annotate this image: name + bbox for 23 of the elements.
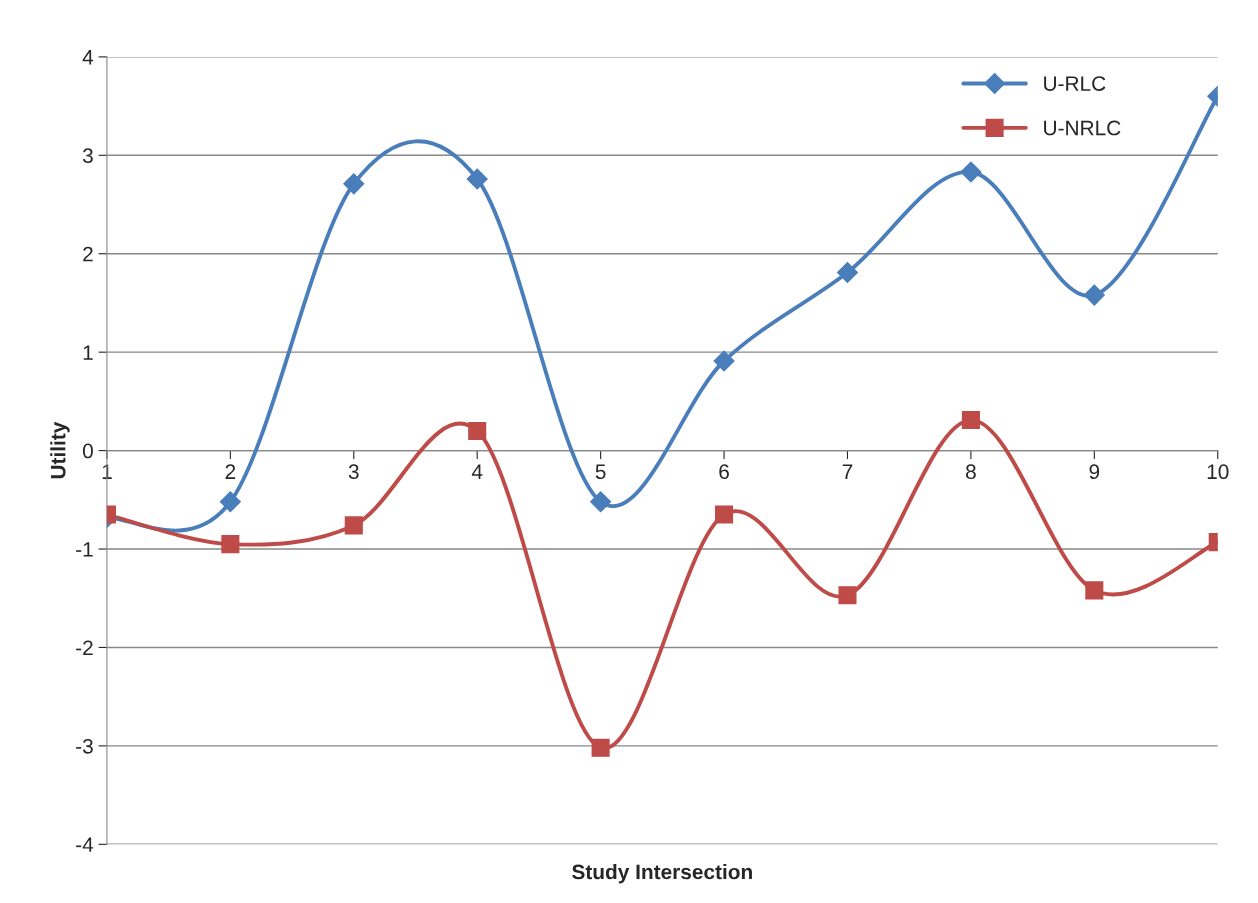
x-tick-label: 8 [966, 464, 976, 480]
x-tick-label: 5 [595, 464, 606, 480]
legend-label: U-RLC [1044, 76, 1106, 91]
y-tick-label: -2 [76, 640, 93, 655]
x-tick-label: 6 [719, 464, 729, 480]
x-tick-label: 9 [1089, 464, 1100, 480]
y-tick-label: 1 [83, 345, 93, 360]
y-tick-label: 2 [83, 246, 93, 262]
x-tick-label: 7 [842, 464, 853, 479]
legend-label: U-NRLC [1044, 120, 1121, 136]
x-tick-label: 3 [348, 464, 359, 480]
y-tick-label: 0 [82, 443, 93, 459]
x-axis-title: Study Intersection [572, 863, 752, 884]
y-tick-label: 4 [82, 50, 94, 65]
y-tick-label: -3 [76, 738, 93, 754]
y-tick-label: 3 [82, 148, 93, 164]
y-tick-label: -1 [76, 542, 93, 557]
x-tick-label: 1 [102, 464, 112, 479]
x-tick-label: 4 [471, 464, 483, 479]
x-tick-label: 10 [1207, 464, 1229, 480]
y-axis-title: Utility [50, 421, 70, 479]
y-tick-label: -4 [76, 837, 94, 852]
x-tick-label: 2 [225, 464, 236, 479]
